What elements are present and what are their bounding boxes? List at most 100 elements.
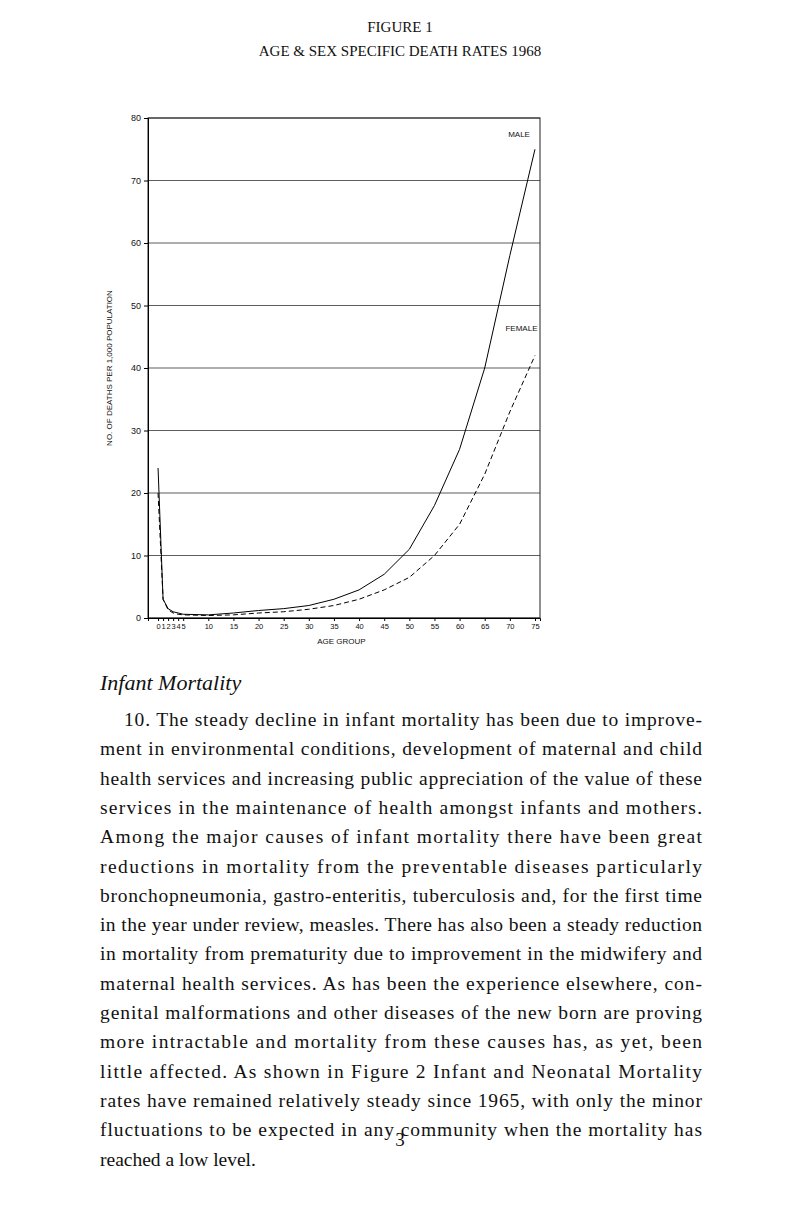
- plot-frame: [148, 118, 540, 618]
- y-tick: 40: [131, 363, 148, 373]
- grid: [148, 118, 540, 618]
- x-tick-mark: [183, 618, 184, 621]
- y-tick-label: 20: [131, 488, 141, 498]
- x-tick: 25: [280, 618, 288, 631]
- x-tick: 35: [330, 618, 338, 631]
- series-label: MALE: [508, 130, 530, 139]
- x-tick-label: 50: [406, 622, 414, 631]
- x-tick-mark: [535, 618, 536, 621]
- grid-line: [148, 305, 540, 306]
- x-tick-label: 70: [506, 622, 514, 631]
- paragraph-line: rates have remained relatively steady si…: [100, 1090, 703, 1111]
- y-tick: 10: [131, 551, 148, 561]
- x-tick-label: 0: [156, 622, 160, 631]
- paragraph-line: in the year under review, measles. There…: [100, 914, 702, 935]
- x-axis-title: AGE GROUP: [317, 637, 365, 646]
- y-axis-line: [144, 119, 149, 619]
- x-tick-mark: [163, 618, 164, 621]
- x-tick-label: 45: [381, 622, 389, 631]
- paragraph-line: in mortality from prematurity due to imp…: [100, 943, 702, 964]
- y-tick-mark: [144, 181, 148, 182]
- x-tick: 0: [156, 618, 160, 631]
- x-tick: 20: [255, 618, 263, 631]
- page-number: 3: [395, 1129, 405, 1150]
- x-tick-mark: [334, 618, 335, 621]
- y-tick-label: 10: [131, 551, 141, 561]
- x-tick: 1: [161, 618, 165, 631]
- y-tick-mark: [144, 431, 148, 432]
- x-tick-mark: [309, 618, 310, 621]
- paragraph-line: maternal health services. As has been th…: [100, 973, 702, 994]
- x-tick-label: 4: [177, 622, 181, 631]
- x-tick-mark: [460, 618, 461, 621]
- paragraph: 10. The steady decline in infant mortali…: [100, 709, 703, 1170]
- y-tick-mark: [144, 118, 148, 119]
- x-tick: 65: [481, 618, 489, 631]
- paragraph-line: reductions in mortality from the prevent…: [100, 856, 702, 877]
- paragraph-line: health services and increasing public ap…: [100, 768, 702, 789]
- x-tick-label: 20: [255, 622, 263, 631]
- paragraph-line: little affected. As shown in Figure 2 In…: [100, 1061, 702, 1082]
- grid-line: [148, 555, 540, 556]
- x-tick-label: 2: [167, 622, 171, 631]
- x-tick-mark: [434, 618, 435, 621]
- y-tick: 60: [131, 238, 148, 248]
- x-tick-label: 1: [161, 622, 165, 631]
- x-axis: 0123451015202530354045505560657075: [149, 618, 541, 631]
- series-label: FEMALE: [505, 324, 537, 333]
- x-tick: 15: [230, 618, 238, 631]
- x-tick: 40: [355, 618, 363, 631]
- x-tick-mark: [485, 618, 486, 621]
- x-tick-mark: [178, 618, 179, 621]
- y-tick-mark: [144, 243, 148, 244]
- x-tick-mark: [259, 618, 260, 621]
- x-tick: 2: [167, 618, 171, 631]
- x-tick: 55: [431, 618, 439, 631]
- section-heading: Infant Mortality: [99, 670, 241, 695]
- x-tick-label: 15: [230, 622, 238, 631]
- x-tick-label: 65: [481, 622, 489, 631]
- y-tick-label: 60: [131, 238, 141, 248]
- paragraph-line: Among the major causes of infant mortali…: [100, 826, 703, 847]
- grid-line: [148, 430, 540, 431]
- x-tick-mark: [510, 618, 511, 621]
- grid-line: [148, 493, 540, 494]
- paragraph-line: services in the maintenance of health am…: [100, 797, 702, 818]
- x-tick: 5: [182, 618, 186, 631]
- x-tick-label: 40: [355, 622, 363, 631]
- series-line: [158, 356, 535, 616]
- x-tick: 75: [531, 618, 539, 631]
- y-tick-mark: [144, 618, 148, 619]
- y-tick: 30: [131, 426, 148, 436]
- paragraph-line: genital malformations and other diseases…: [100, 1002, 702, 1023]
- y-tick: 20: [131, 488, 148, 498]
- y-tick-label: 0: [136, 613, 141, 623]
- y-axis: 0 10 20 30 40 50 60 70 80: [131, 113, 149, 623]
- x-tick-mark: [384, 618, 385, 621]
- x-tick-label: 10: [205, 622, 213, 631]
- paragraph-line: more intractable and mortality from thes…: [100, 1031, 702, 1052]
- x-tick-label: 60: [456, 622, 464, 631]
- page: FIGURE 1AGE & SEX SPECIFIC DEATH RATES 1…: [0, 0, 801, 1214]
- y-tick-label: 80: [131, 113, 141, 123]
- x-tick: 10: [205, 618, 213, 631]
- y-tick: 70: [131, 176, 148, 186]
- x-tick: 70: [506, 618, 514, 631]
- paragraph-line: ment in environmental conditions, develo…: [100, 738, 702, 759]
- x-tick-mark: [168, 618, 169, 621]
- y-tick-label: 30: [131, 426, 141, 436]
- x-tick: 4: [177, 618, 181, 631]
- y-tick-label: 50: [131, 301, 141, 311]
- paragraph-line: bronchopneumonia, gastro-enteritis, tube…: [100, 885, 702, 906]
- y-tick-mark: [144, 556, 148, 557]
- y-tick-label: 70: [131, 176, 141, 186]
- paragraph-line: reached a low level.: [100, 1149, 256, 1170]
- series-lines: [158, 149, 535, 615]
- y-tick: 80: [131, 113, 148, 123]
- grid-line: [148, 180, 540, 181]
- x-tick-mark: [233, 618, 234, 621]
- x-tick-label: 55: [431, 622, 439, 631]
- y-axis-title: NO. OF DEATHS PER 1,000 POPULATION: [105, 290, 114, 446]
- x-tick-label: 3: [172, 622, 176, 631]
- grid-line: [148, 368, 540, 369]
